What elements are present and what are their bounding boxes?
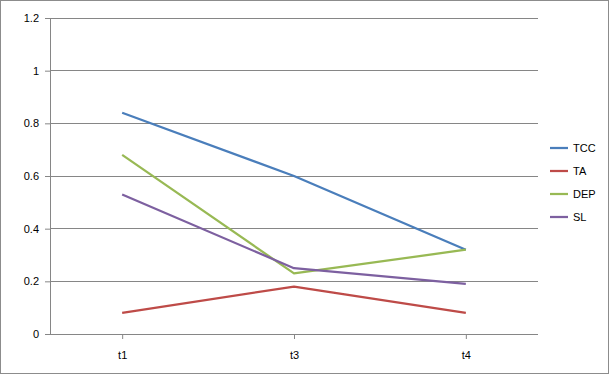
y-tick: 0.2	[24, 275, 50, 287]
x-tick-label: t3	[290, 349, 299, 361]
y-tick: 0	[33, 328, 50, 340]
grid-line	[50, 123, 538, 124]
series-line	[122, 194, 466, 284]
y-tick-mark	[45, 176, 50, 177]
legend-label: TCC	[573, 142, 596, 154]
y-tick-mark	[45, 18, 50, 19]
legend-label: SL	[573, 211, 586, 223]
y-tick-mark	[45, 71, 50, 72]
y-tick-mark	[45, 123, 50, 124]
legend: TCC TA DEP SL	[550, 142, 596, 223]
series-line	[122, 155, 466, 274]
x-tick: t1	[118, 334, 127, 361]
y-tick-mark	[45, 229, 50, 230]
series-line	[122, 113, 466, 250]
series-line	[122, 287, 466, 313]
y-tick: 0.4	[24, 223, 50, 235]
y-tick: 0.6	[24, 170, 50, 182]
y-tick-label: 0.4	[24, 223, 39, 235]
y-tick: 1	[33, 65, 50, 77]
y-axis: 0 0.2 0.4 0.6 0.8 1 1.2	[24, 12, 51, 340]
y-tick-label: 0	[33, 328, 39, 340]
y-tick-label: 0.2	[24, 275, 39, 287]
y-tick: 0.8	[24, 117, 50, 129]
legend-label: DEP	[573, 188, 596, 200]
x-axis: t1 t3 t4	[50, 334, 538, 361]
grid-line	[50, 228, 538, 229]
chart-border	[1, 1, 609, 374]
x-tick: t4	[462, 334, 471, 361]
x-tick-mark	[122, 334, 123, 339]
y-tick-mark	[45, 281, 50, 282]
x-tick-label: t4	[462, 349, 471, 361]
grid-line	[50, 18, 538, 19]
legend-swatch	[550, 170, 568, 172]
grid	[50, 18, 538, 334]
x-tick-mark	[466, 334, 467, 339]
y-tick-label: 0.6	[24, 170, 39, 182]
y-tick-label: 1.2	[24, 12, 39, 24]
legend-label: TA	[573, 165, 587, 177]
y-tick-label: 0.8	[24, 117, 39, 129]
legend-swatch	[550, 147, 568, 149]
y-tick-label: 1	[33, 65, 39, 77]
x-tick-mark	[294, 334, 295, 339]
grid-line	[50, 281, 538, 282]
grid-line	[50, 70, 538, 71]
chart: 0 0.2 0.4 0.6 0.8 1 1.2 t1 t3 t4 TCC TA DEP SL	[0, 0, 609, 374]
y-axis-line	[45, 19, 51, 335]
y-tick-mark	[45, 334, 50, 335]
x-tick: t3	[290, 334, 299, 361]
x-tick-label: t1	[118, 349, 127, 361]
legend-swatch	[550, 216, 568, 218]
legend-swatch	[550, 193, 568, 195]
y-tick: 1.2	[24, 12, 50, 24]
series-group	[122, 113, 466, 313]
